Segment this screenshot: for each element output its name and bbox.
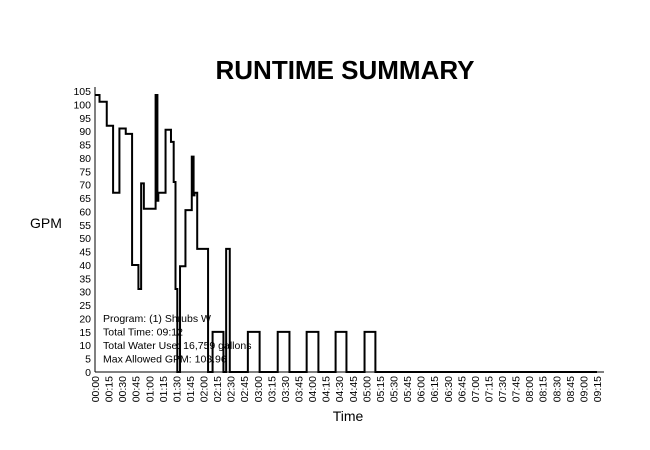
y-tick-label: 80 (79, 153, 91, 165)
y-tick-label: 35 (79, 273, 91, 285)
program-info-line: Total Water Use: 16,759 gallons (103, 340, 251, 352)
y-tick-label: 10 (79, 340, 91, 352)
x-tick-label: 08:30 (551, 376, 563, 402)
y-tick-label: 70 (79, 180, 91, 192)
y-tick-label: 85 (79, 140, 91, 152)
x-tick-label: 01:00 (144, 376, 156, 402)
x-tick-label: 07:45 (511, 376, 523, 402)
program-info-box: Program: (1) Shrubs W Total Time: 09:12To… (103, 313, 251, 366)
x-tick-labels: 00:00 00:15 00:30 00:45 01:00 01:15 01:30 01:45… (90, 376, 604, 402)
x-tick-label: 01:45 (185, 376, 197, 402)
x-tick-label: 04:45 (348, 376, 360, 402)
y-tick-label: 65 (79, 193, 91, 205)
x-tick-label: 08:45 (565, 376, 577, 402)
y-tick-label: 100 (73, 99, 91, 111)
x-tick-label: 09:15 (592, 376, 604, 402)
x-tick-label: 00:15 (104, 376, 116, 402)
x-tick-label: 04:30 (334, 376, 346, 402)
x-tick-label: 03:45 (294, 376, 306, 402)
x-tick-label: 03:30 (280, 376, 292, 402)
x-tick-label: 02:45 (239, 376, 251, 402)
x-tick-label: 07:00 (470, 376, 482, 402)
x-tick-label: 05:30 (388, 376, 400, 402)
x-tick-label: 07:15 (483, 376, 495, 402)
x-tick-label: 02:15 (212, 376, 224, 402)
x-tick-label: 05:45 (402, 376, 414, 402)
x-tick-label: 07:30 (497, 376, 509, 402)
chart-title: RUNTIME SUMMARY (215, 55, 474, 85)
x-tick-label: 06:15 (429, 376, 441, 402)
x-tick-label: 00:30 (117, 376, 129, 402)
x-tick-label: 02:30 (226, 376, 238, 402)
y-tick-label: 45 (79, 247, 91, 259)
y-tick-label: 30 (79, 287, 91, 299)
program-info-line: Max Allowed GPM: 103.96 (103, 354, 227, 366)
y-tick-label: 55 (79, 220, 91, 232)
y-tick-label: 0 (85, 367, 91, 379)
y-tick-label: 75 (79, 166, 91, 178)
y-tick-label: 50 (79, 233, 91, 245)
x-tick-label: 08:00 (524, 376, 536, 402)
y-tick-label: 90 (79, 126, 91, 138)
y-tick-label: 25 (79, 300, 91, 312)
x-axis-label: Time (333, 408, 364, 424)
x-tick-label: 01:15 (158, 376, 170, 402)
x-tick-label: 04:15 (321, 376, 333, 402)
y-tick-label: 15 (79, 327, 91, 339)
y-tick-label: 105 (73, 86, 91, 98)
x-tick-label: 06:30 (443, 376, 455, 402)
x-tick-label: 05:15 (375, 376, 387, 402)
gpm-series-line (95, 94, 597, 373)
x-tick-label: 09:00 (578, 376, 590, 402)
program-info-line: Total Time: 09:12 (103, 327, 183, 339)
y-tick-label: 5 (85, 354, 91, 366)
x-tick-label: 02:00 (199, 376, 211, 402)
x-tick-label: 03:15 (266, 376, 278, 402)
x-tick-label: 06:00 (416, 376, 428, 402)
y-tick-label: 20 (79, 313, 91, 325)
y-tick-label: 60 (79, 206, 91, 218)
program-info-line: Program: (1) Shrubs W (103, 313, 211, 325)
x-tick-label: 00:00 (90, 376, 102, 402)
x-tick-label: 05:00 (361, 376, 373, 402)
x-tick-label: 03:00 (253, 376, 265, 402)
x-tick-label: 00:45 (131, 376, 143, 402)
x-tick-label: 04:00 (307, 376, 319, 402)
x-tick-label: 06:45 (456, 376, 468, 402)
y-tick-label: 40 (79, 260, 91, 272)
y-tick-label: 95 (79, 113, 91, 125)
y-axis-label: GPM (30, 215, 62, 231)
x-tick-label: 08:15 (538, 376, 550, 402)
x-tick-label: 01:30 (171, 376, 183, 402)
